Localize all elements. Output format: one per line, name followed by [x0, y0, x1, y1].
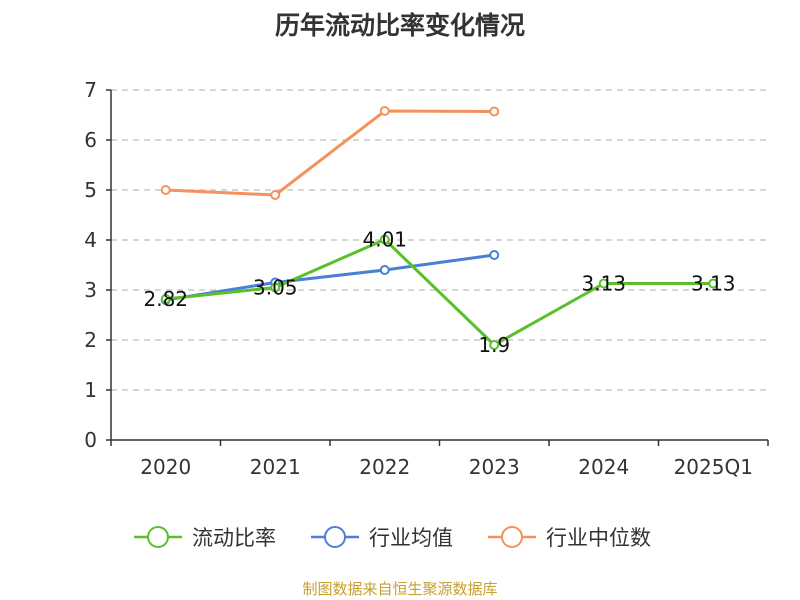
x-tick-label-2022: 2022 — [359, 455, 410, 479]
series-0-point-2020 — [160, 294, 171, 304]
series-line-0 — [164, 238, 715, 347]
series-line-1 — [164, 253, 496, 302]
series-2-point-2021 — [270, 190, 281, 200]
series-line-2 — [164, 109, 496, 197]
grid-lines — [111, 89, 768, 391]
legend-label-2: 行业中位数 — [546, 526, 651, 550]
data-labels: 2.82 3.05 4.01 1.9 3.13 3.13 — [143, 228, 735, 358]
y-tick-label-3: 3 — [84, 278, 97, 302]
legend-marker-0 — [147, 526, 169, 548]
data-label-2025Q1: 3.13 — [691, 272, 736, 296]
x-tick-label-2025Q1: 2025Q1 — [674, 455, 753, 479]
series-0-point-2024 — [598, 278, 609, 289]
series-1-point-2022 — [379, 265, 390, 275]
data-label-2024: 3.13 — [581, 272, 626, 296]
x-tick-label-2020: 2020 — [140, 455, 191, 479]
legend-label-0: 流动比率 — [192, 526, 276, 550]
data-label-2022: 4.01 — [362, 228, 407, 252]
series-0-point-2023 — [489, 340, 500, 350]
chart-title: 历年流动比率变化情况 — [274, 11, 525, 40]
y-tick-label-4: 4 — [84, 228, 97, 252]
data-label-2021: 3.05 — [253, 276, 298, 300]
legend: 流动比率 行业均值 行业中位数 — [134, 526, 651, 550]
x-tick-label-2024: 2024 — [578, 455, 629, 479]
series-2-point-2023 — [489, 106, 500, 117]
series-0-point-2025Q1 — [708, 278, 719, 289]
series-lines — [160, 106, 719, 350]
series-2-point-2020 — [160, 185, 171, 195]
y-tick-label-2: 2 — [84, 328, 97, 352]
y-tick-label-7: 7 — [84, 78, 97, 102]
legend-label-1: 行业均值 — [369, 526, 453, 550]
y-tick-label-0: 0 — [84, 428, 97, 452]
y-tick-label-6: 6 — [84, 128, 97, 152]
series-0-point-2022 — [379, 234, 390, 245]
y-tick-label-5: 5 — [84, 178, 97, 202]
data-label-2023: 1.9 — [478, 333, 510, 357]
legend-marker-1 — [324, 526, 346, 548]
series-2-point-2022 — [379, 106, 390, 116]
series-0-point-2021 — [270, 282, 281, 293]
y-tick-label-1: 1 — [84, 378, 97, 402]
x-tick-label-2023: 2023 — [469, 455, 520, 479]
data-label-2020: 2.82 — [143, 287, 188, 311]
x-tick-label-2021: 2021 — [250, 455, 301, 479]
axes: 0 1 2 3 4 5 6 7 2020 2021 2022 2023 2024 2025Q1 — [84, 78, 769, 479]
legend-marker-2 — [501, 526, 523, 548]
series-1-point-2023 — [489, 250, 500, 260]
source-note: 制图数据来自恒生聚源数据库 — [302, 580, 498, 598]
